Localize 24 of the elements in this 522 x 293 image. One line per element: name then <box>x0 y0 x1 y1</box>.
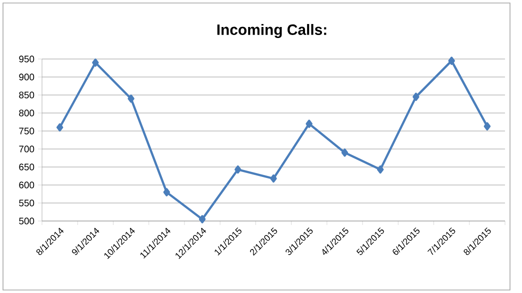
point <box>412 92 420 101</box>
y-tick-label: 600 <box>19 182 34 188</box>
y-tick-label: 850 <box>19 92 34 98</box>
point <box>234 165 242 174</box>
point <box>448 56 455 65</box>
y-tick-label: 750 <box>19 128 34 134</box>
y-tick-label: 650 <box>19 164 34 170</box>
point <box>270 174 277 183</box>
point <box>306 120 312 128</box>
point <box>163 188 170 196</box>
y-tick-label: 900 <box>19 74 34 80</box>
y-tick-label: 950 <box>19 56 34 62</box>
point <box>484 122 491 130</box>
point <box>341 148 348 157</box>
chart-title: Incoming Calls: <box>217 24 326 38</box>
y-tick-label: 800 <box>19 110 34 116</box>
y-tick-label: 550 <box>19 200 34 206</box>
y-tick-label: 500 <box>19 218 34 224</box>
point <box>377 165 384 174</box>
point <box>92 58 99 67</box>
point <box>198 215 206 224</box>
point <box>56 123 64 132</box>
point <box>128 94 134 103</box>
y-tick-label: 700 <box>19 146 34 152</box>
